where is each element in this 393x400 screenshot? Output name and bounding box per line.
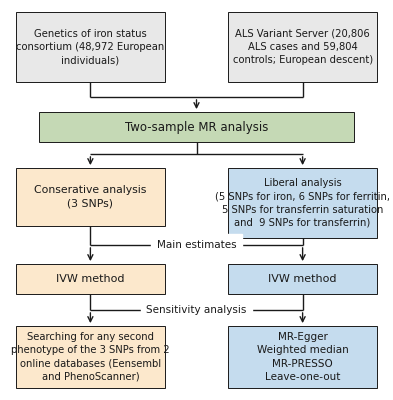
FancyBboxPatch shape bbox=[228, 168, 377, 238]
Text: Genetics of iron status
consortium (48,972 European
individuals): Genetics of iron status consortium (48,9… bbox=[16, 29, 165, 65]
FancyBboxPatch shape bbox=[228, 264, 377, 294]
FancyBboxPatch shape bbox=[16, 264, 165, 294]
Text: Conserative analysis
(3 SNPs): Conserative analysis (3 SNPs) bbox=[34, 186, 147, 209]
Text: Two-sample MR analysis: Two-sample MR analysis bbox=[125, 120, 268, 134]
Text: Liberal analysis
(5 SNPs for iron, 6 SNPs for ferritin,
5 SNPs for transferrin s: Liberal analysis (5 SNPs for iron, 6 SNP… bbox=[215, 178, 390, 228]
FancyBboxPatch shape bbox=[16, 168, 165, 226]
FancyBboxPatch shape bbox=[16, 12, 165, 82]
FancyBboxPatch shape bbox=[228, 12, 377, 82]
Text: MR-Egger
Weighted median
MR-PRESSO
Leave-one-out: MR-Egger Weighted median MR-PRESSO Leave… bbox=[257, 332, 349, 382]
Text: ALS Variant Server (20,806
ALS cases and 59,804
controls; European descent): ALS Variant Server (20,806 ALS cases and… bbox=[233, 29, 373, 65]
Text: IVW method: IVW method bbox=[56, 274, 125, 284]
Text: IVW method: IVW method bbox=[268, 274, 337, 284]
Text: Main estimates: Main estimates bbox=[157, 240, 236, 250]
Text: Searching for any second
phenotype of the 3 SNPs from 2
online databases (Eensem: Searching for any second phenotype of th… bbox=[11, 332, 170, 382]
FancyBboxPatch shape bbox=[228, 326, 377, 388]
FancyBboxPatch shape bbox=[16, 326, 165, 388]
Text: Sensitivity analysis: Sensitivity analysis bbox=[146, 305, 247, 315]
FancyBboxPatch shape bbox=[39, 112, 354, 142]
